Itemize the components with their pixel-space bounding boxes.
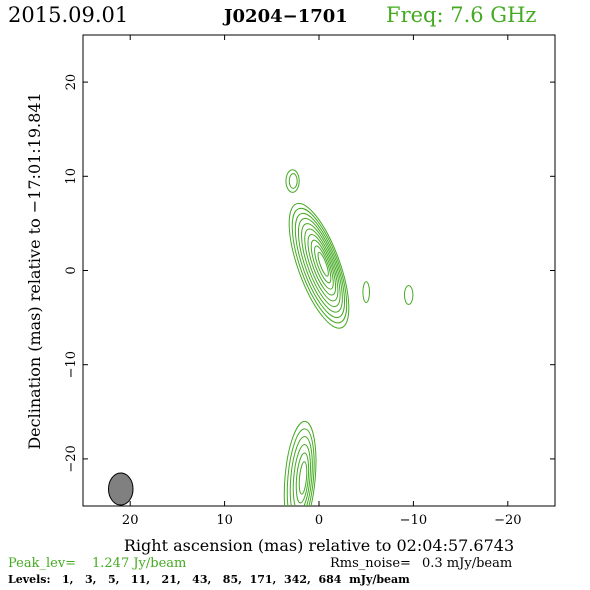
- y-axis-label: Declination (mas) relative to −17:01:19.…: [25, 92, 44, 449]
- levels-label: Levels:: [8, 573, 51, 586]
- rms-noise-value: 0.3 mJy/beam: [422, 556, 512, 571]
- y-tick-label: −10: [64, 351, 79, 378]
- contour-layer: [283, 169, 414, 506]
- beam-ellipse: [107, 472, 134, 506]
- contour-core: [291, 207, 348, 324]
- contour-south-feature: [289, 436, 313, 506]
- contour-east-blob-1: [362, 281, 371, 304]
- y-tick-label: −20: [64, 445, 79, 472]
- x-tick-label: 0: [315, 513, 323, 528]
- contour-core: [294, 212, 346, 319]
- contour-east-blob-2: [403, 285, 414, 305]
- contour-south-feature: [283, 420, 317, 506]
- contour-south-feature: [286, 428, 315, 506]
- x-tick-label: 10: [216, 513, 233, 528]
- plot-frame: [82, 34, 556, 507]
- contour-north-knot: [285, 169, 300, 193]
- y-tick-label: 0: [64, 266, 79, 274]
- contour-south-feature: [292, 444, 311, 506]
- peak-level-value: 1.247 Jy/beam: [92, 556, 186, 571]
- peak-level-label: Peak_lev=: [8, 556, 76, 571]
- x-tick-label: 20: [122, 513, 139, 528]
- source-name: J0204−1701: [222, 6, 348, 27]
- x-tick-label: −10: [400, 513, 427, 528]
- y-tick-label: 10: [64, 168, 79, 185]
- contour-core: [297, 217, 343, 313]
- contour-core: [317, 251, 329, 277]
- rms-noise-label: Rms_noise=: [330, 556, 411, 571]
- contour-core: [307, 233, 337, 296]
- contour-north-knot: [288, 173, 298, 189]
- levels-list: 1, 3, 5, 11, 21, 43, 85, 171, 342, 684 m…: [62, 573, 410, 586]
- frequency-label: Freq: 7.6 GHz: [386, 3, 536, 27]
- x-axis-label: Right ascension (mas) relative to 02:04:…: [124, 536, 514, 555]
- contour-core: [301, 223, 341, 308]
- contour-core: [288, 202, 350, 329]
- contour-core: [304, 228, 339, 302]
- contour-south-feature: [295, 452, 310, 504]
- contour-core: [310, 239, 334, 290]
- axis-ticks: 20 10 0 −10 −20 20 10 0 −10 −20: [64, 35, 555, 528]
- contour-south-feature: [298, 461, 308, 495]
- observation-date: 2015.09.01: [8, 3, 128, 27]
- contour-core: [314, 245, 332, 284]
- x-tick-label: −20: [494, 513, 521, 528]
- beam-layer: [107, 472, 134, 506]
- y-tick-label: 20: [64, 74, 79, 91]
